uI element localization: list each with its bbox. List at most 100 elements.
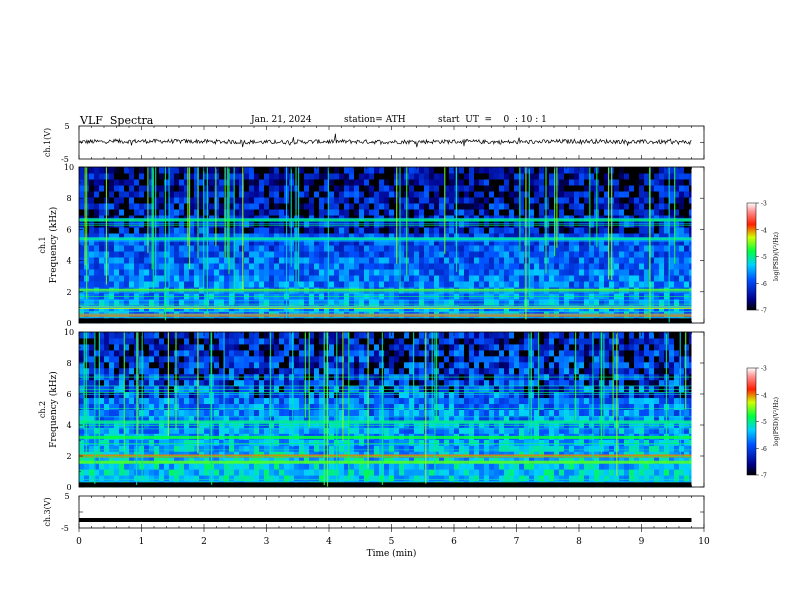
- spectrogram-cell: [234, 403, 240, 410]
- spectrogram-cell: [374, 191, 380, 198]
- spectrogram-cell: [579, 299, 585, 306]
- spectrogram-cell: [139, 263, 145, 270]
- spectrogram-cell: [574, 251, 580, 258]
- spectrogram-cell: [259, 439, 265, 446]
- spectrogram-cell: [189, 167, 195, 174]
- spectrogram-cell: [464, 251, 470, 258]
- spectrogram-cell: [519, 269, 525, 276]
- spectrogram-cell: [569, 269, 575, 276]
- spectrogram-cell: [399, 299, 405, 306]
- spectrogram-cell: [629, 173, 635, 180]
- spectrogram-cell: [219, 385, 225, 393]
- spectrogram-cell: [644, 299, 650, 306]
- spectrogram-cell: [89, 197, 95, 204]
- spectrogram-cell: [124, 197, 130, 204]
- spectrogram-cell: [449, 185, 455, 192]
- spectrogram-cell: [259, 349, 265, 357]
- spectrogram-cell: [364, 257, 370, 264]
- spectrogram-cell: [384, 299, 390, 306]
- spectrogram-cell: [439, 221, 445, 228]
- spectrogram-cell: [674, 299, 680, 306]
- spectrogram-cell: [334, 197, 340, 204]
- spectrogram-cell: [124, 415, 130, 422]
- spectrogram-cell: [179, 197, 185, 204]
- spectrogram-cell: [279, 421, 285, 428]
- spectrogram-cell: [389, 173, 395, 180]
- spectrogram-cell: [124, 343, 130, 351]
- spectrogram-cell: [199, 385, 205, 393]
- spectrogram-cell: [319, 209, 325, 216]
- spectrogram-cell: [179, 221, 185, 228]
- spectrogram-cell: [274, 355, 280, 363]
- spectrogram-cell: [169, 427, 175, 434]
- spectrogram-cell: [564, 179, 570, 186]
- spectrogram-cell: [104, 463, 110, 470]
- spectrogram-cell: [599, 197, 605, 204]
- spectrogram-cell: [99, 299, 105, 306]
- spectrogram-cell: [519, 257, 525, 264]
- spectrogram-cell: [179, 367, 185, 375]
- spectrogram-cell: [229, 281, 235, 288]
- spectrogram-cell: [479, 281, 485, 288]
- spectrogram-cell: [509, 233, 515, 240]
- spectrogram-cell: [249, 209, 255, 216]
- spectrogram-cell: [314, 203, 320, 210]
- spectrogram-cell: [89, 179, 95, 186]
- spectrogram-cell: [614, 221, 620, 228]
- spectrogram-cell: [229, 427, 235, 434]
- spectrogram-cell: [479, 239, 485, 246]
- spectrogram-cell: [569, 203, 575, 210]
- spectrogram-cell: [124, 391, 130, 399]
- spectrogram-cell: [204, 197, 210, 204]
- spectrogram-cell: [184, 332, 190, 339]
- spectrogram-cell: [424, 167, 430, 174]
- spectrogram-cell: [214, 197, 220, 204]
- spectrogram-cell: [149, 397, 155, 405]
- spectrogram-cell: [429, 227, 435, 234]
- spectrogram-cell: [259, 469, 265, 476]
- spectrogram-cell: [94, 451, 100, 458]
- spectrogram-cell: [194, 203, 200, 210]
- spectrogram-cell: [494, 197, 500, 204]
- spectrogram-cell: [304, 445, 310, 452]
- spectrogram-cell: [549, 251, 555, 258]
- spectrogram-cell: [124, 263, 130, 270]
- spectrogram-cell: [284, 451, 290, 458]
- spectrogram-cell: [119, 209, 125, 216]
- spectrogram-cell: [99, 173, 105, 180]
- spectrogram-cell: [399, 227, 405, 234]
- spectrogram-cell: [99, 197, 105, 204]
- spectrogram-cell: [129, 403, 135, 410]
- spectrogram-cell: [139, 299, 145, 306]
- spectrogram-cell: [159, 409, 165, 416]
- spectrogram-cell: [239, 337, 245, 345]
- spectrogram-cell: [124, 281, 130, 288]
- spectrogram-cell: [589, 233, 595, 240]
- spectrogram-cell: [309, 245, 315, 252]
- spectrogram-cell: [334, 299, 340, 306]
- spectrogram-cell: [244, 209, 250, 216]
- spectrogram-cell: [139, 179, 145, 186]
- spectrogram-cell: [329, 173, 335, 180]
- spectrogram-cell: [569, 239, 575, 246]
- spectrogram-cell: [214, 337, 220, 345]
- spectrogram-cell: [194, 361, 200, 369]
- spectrogram-cell: [274, 197, 280, 204]
- spectrogram-cell: [194, 475, 200, 482]
- spectrogram-cell: [224, 445, 230, 452]
- spectrogram-cell: [159, 379, 165, 387]
- spectrogram-cell: [319, 349, 325, 357]
- spectrogram-cell: [364, 203, 370, 210]
- spectrogram-cell: [364, 185, 370, 192]
- spectrogram-cell: [99, 385, 105, 393]
- spectrogram-cell: [289, 415, 295, 422]
- spectrogram-cell: [224, 269, 230, 276]
- spectrogram-cell: [539, 257, 545, 264]
- spectrogram-cell: [469, 269, 475, 276]
- spectrogram-cell: [329, 385, 335, 393]
- spectrogram-cell: [674, 233, 680, 240]
- spectrogram-cell: [119, 349, 125, 357]
- spectrogram-cell: [664, 269, 670, 276]
- spectrogram-cell: [414, 209, 420, 216]
